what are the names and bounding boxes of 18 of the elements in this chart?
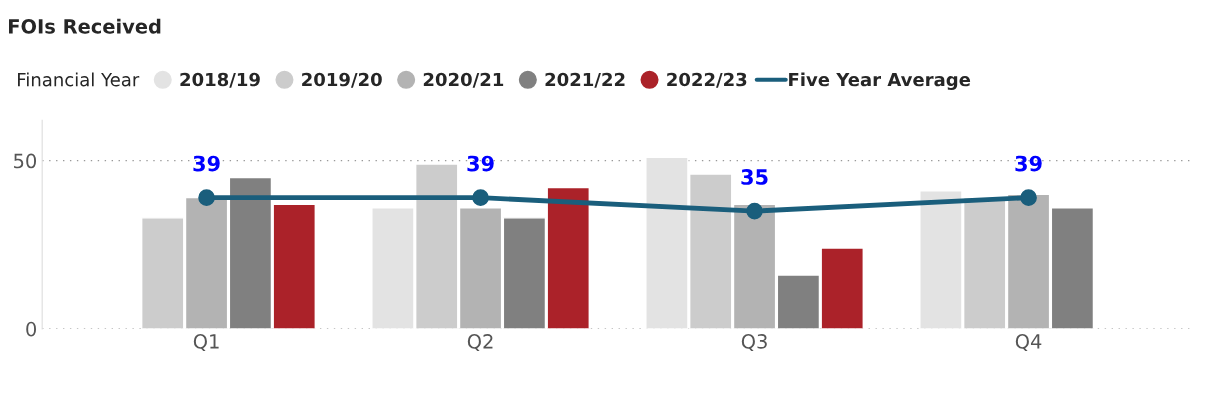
data-label: 39: [1015, 155, 1042, 172]
y-tick-label: 0: [26, 321, 37, 337]
data-label: 39: [193, 155, 220, 172]
legend-label: Five Year Average: [789, 72, 971, 91]
y-tick-label: 50: [14, 153, 37, 169]
data-label: 35: [741, 169, 768, 185]
chart-title: FOIs Received: [9, 18, 161, 34]
x-tick-label: Q1: [193, 334, 219, 351]
legend-label: 2021/22: [545, 72, 625, 88]
legend-title: Financial Year: [18, 72, 140, 87]
legend-label: 2019/20: [302, 72, 382, 88]
x-tick-label: Q3: [741, 334, 767, 351]
x-tick-label: Q2: [467, 334, 493, 351]
legend-label: 2020/21: [423, 72, 504, 88]
legend-label: 2022/23: [667, 72, 747, 88]
x-tick-label: Q4: [1015, 334, 1042, 351]
legend-label: 2018/19: [180, 72, 260, 88]
data-label: 39: [467, 155, 494, 172]
